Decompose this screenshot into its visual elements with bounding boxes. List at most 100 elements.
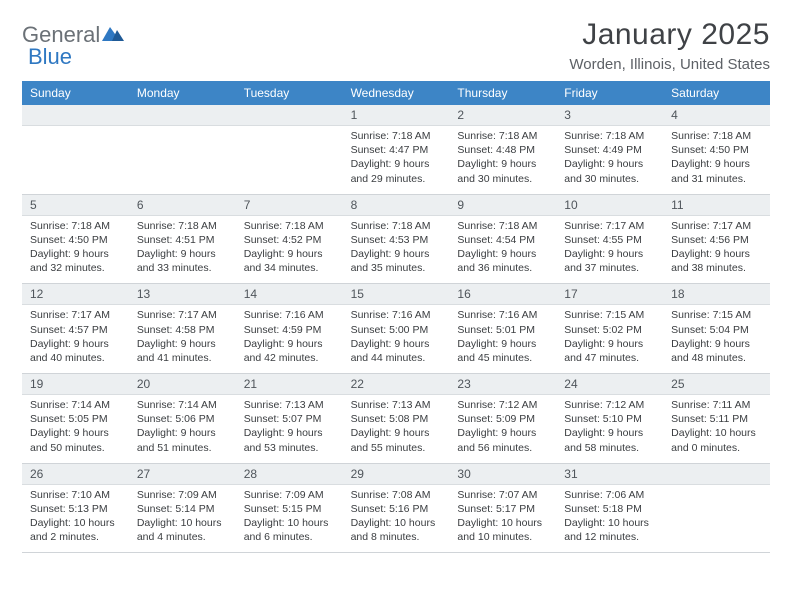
daylight-line: Daylight: 9 hours and 56 minutes. — [457, 426, 548, 454]
sunrise-line: Sunrise: 7:10 AM — [30, 488, 121, 502]
sunset-line: Sunset: 4:55 PM — [564, 233, 655, 247]
daybody-row: Sunrise: 7:14 AMSunset: 5:05 PMDaylight:… — [22, 395, 770, 464]
daylight-line: Daylight: 10 hours and 2 minutes. — [30, 516, 121, 544]
sunrise-line: Sunrise: 7:15 AM — [564, 308, 655, 322]
daybody-row: Sunrise: 7:10 AMSunset: 5:13 PMDaylight:… — [22, 485, 770, 554]
page: General January 2025 Worden, Illinois, U… — [0, 0, 792, 563]
daylight-line: Daylight: 10 hours and 4 minutes. — [137, 516, 228, 544]
day-number: 23 — [449, 374, 556, 394]
day-number: 29 — [343, 464, 450, 484]
sunset-line: Sunset: 5:14 PM — [137, 502, 228, 516]
sunset-line: Sunset: 5:11 PM — [671, 412, 762, 426]
sunset-line: Sunset: 5:05 PM — [30, 412, 121, 426]
sunset-line: Sunset: 4:50 PM — [671, 143, 762, 157]
day-body: Sunrise: 7:18 AMSunset: 4:53 PMDaylight:… — [343, 216, 450, 284]
daynum-row: 1234 — [22, 105, 770, 126]
day-number: 28 — [236, 464, 343, 484]
day-body: Sunrise: 7:14 AMSunset: 5:06 PMDaylight:… — [129, 395, 236, 463]
sunrise-line: Sunrise: 7:07 AM — [457, 488, 548, 502]
sunrise-line: Sunrise: 7:16 AM — [244, 308, 335, 322]
dow-friday: Friday — [556, 81, 663, 105]
day-number: 9 — [449, 195, 556, 215]
day-number: 8 — [343, 195, 450, 215]
day-number: 30 — [449, 464, 556, 484]
daylight-line: Daylight: 9 hours and 40 minutes. — [30, 337, 121, 365]
day-body: Sunrise: 7:12 AMSunset: 5:10 PMDaylight:… — [556, 395, 663, 463]
sunset-line: Sunset: 4:49 PM — [564, 143, 655, 157]
dow-row: Sunday Monday Tuesday Wednesday Thursday… — [22, 81, 770, 105]
dow-saturday: Saturday — [663, 81, 770, 105]
sunrise-line: Sunrise: 7:17 AM — [564, 219, 655, 233]
sunrise-line: Sunrise: 7:13 AM — [351, 398, 442, 412]
day-body: Sunrise: 7:18 AMSunset: 4:54 PMDaylight:… — [449, 216, 556, 284]
day-body: Sunrise: 7:18 AMSunset: 4:47 PMDaylight:… — [343, 126, 450, 194]
sunrise-line: Sunrise: 7:18 AM — [137, 219, 228, 233]
day-number: 7 — [236, 195, 343, 215]
sunset-line: Sunset: 5:02 PM — [564, 323, 655, 337]
daylight-line: Daylight: 9 hours and 36 minutes. — [457, 247, 548, 275]
sunset-line: Sunset: 5:09 PM — [457, 412, 548, 426]
sunrise-line: Sunrise: 7:18 AM — [30, 219, 121, 233]
sunset-line: Sunset: 5:17 PM — [457, 502, 548, 516]
day-body: Sunrise: 7:15 AMSunset: 5:02 PMDaylight:… — [556, 305, 663, 373]
day-body: Sunrise: 7:17 AMSunset: 4:57 PMDaylight:… — [22, 305, 129, 373]
day-number: 11 — [663, 195, 770, 215]
day-number — [22, 105, 129, 125]
sunset-line: Sunset: 5:08 PM — [351, 412, 442, 426]
sunrise-line: Sunrise: 7:11 AM — [671, 398, 762, 412]
location: Worden, Illinois, United States — [569, 56, 770, 73]
sunrise-line: Sunrise: 7:18 AM — [457, 129, 548, 143]
daylight-line: Daylight: 9 hours and 29 minutes. — [351, 157, 442, 185]
daylight-line: Daylight: 9 hours and 41 minutes. — [137, 337, 228, 365]
sunrise-line: Sunrise: 7:15 AM — [671, 308, 762, 322]
sunset-line: Sunset: 5:06 PM — [137, 412, 228, 426]
sunrise-line: Sunrise: 7:17 AM — [671, 219, 762, 233]
daylight-line: Daylight: 10 hours and 12 minutes. — [564, 516, 655, 544]
day-number: 13 — [129, 284, 236, 304]
day-body — [663, 485, 770, 553]
brand-part1: General — [22, 24, 100, 46]
daylight-line: Daylight: 9 hours and 35 minutes. — [351, 247, 442, 275]
daylight-line: Daylight: 9 hours and 33 minutes. — [137, 247, 228, 275]
day-number: 31 — [556, 464, 663, 484]
sunset-line: Sunset: 4:53 PM — [351, 233, 442, 247]
sunset-line: Sunset: 4:52 PM — [244, 233, 335, 247]
sunset-line: Sunset: 5:13 PM — [30, 502, 121, 516]
day-body: Sunrise: 7:08 AMSunset: 5:16 PMDaylight:… — [343, 485, 450, 553]
weeks: 1234Sunrise: 7:18 AMSunset: 4:47 PMDayli… — [22, 105, 770, 553]
sunrise-line: Sunrise: 7:17 AM — [30, 308, 121, 322]
day-number: 19 — [22, 374, 129, 394]
day-body: Sunrise: 7:12 AMSunset: 5:09 PMDaylight:… — [449, 395, 556, 463]
sunset-line: Sunset: 5:00 PM — [351, 323, 442, 337]
dow-monday: Monday — [129, 81, 236, 105]
dow-sunday: Sunday — [22, 81, 129, 105]
sunrise-line: Sunrise: 7:09 AM — [244, 488, 335, 502]
day-number: 26 — [22, 464, 129, 484]
sunset-line: Sunset: 4:57 PM — [30, 323, 121, 337]
sunrise-line: Sunrise: 7:18 AM — [671, 129, 762, 143]
sunrise-line: Sunrise: 7:18 AM — [351, 219, 442, 233]
daybody-row: Sunrise: 7:18 AMSunset: 4:50 PMDaylight:… — [22, 216, 770, 285]
day-number — [663, 464, 770, 484]
daylight-line: Daylight: 9 hours and 34 minutes. — [244, 247, 335, 275]
sunset-line: Sunset: 4:51 PM — [137, 233, 228, 247]
daybody-row: Sunrise: 7:18 AMSunset: 4:47 PMDaylight:… — [22, 126, 770, 195]
day-body: Sunrise: 7:09 AMSunset: 5:14 PMDaylight:… — [129, 485, 236, 553]
day-body: Sunrise: 7:18 AMSunset: 4:51 PMDaylight:… — [129, 216, 236, 284]
daylight-line: Daylight: 9 hours and 42 minutes. — [244, 337, 335, 365]
sunrise-line: Sunrise: 7:16 AM — [457, 308, 548, 322]
sunset-line: Sunset: 4:58 PM — [137, 323, 228, 337]
day-body: Sunrise: 7:18 AMSunset: 4:50 PMDaylight:… — [22, 216, 129, 284]
title-block: January 2025 Worden, Illinois, United St… — [569, 18, 770, 73]
daylight-line: Daylight: 9 hours and 37 minutes. — [564, 247, 655, 275]
day-number: 6 — [129, 195, 236, 215]
sunrise-line: Sunrise: 7:09 AM — [137, 488, 228, 502]
daylight-line: Daylight: 9 hours and 58 minutes. — [564, 426, 655, 454]
sunrise-line: Sunrise: 7:18 AM — [564, 129, 655, 143]
dow-tuesday: Tuesday — [236, 81, 343, 105]
daynum-row: 262728293031 — [22, 464, 770, 485]
header: General January 2025 Worden, Illinois, U… — [22, 18, 770, 73]
day-number: 20 — [129, 374, 236, 394]
sunset-line: Sunset: 4:54 PM — [457, 233, 548, 247]
day-number: 10 — [556, 195, 663, 215]
